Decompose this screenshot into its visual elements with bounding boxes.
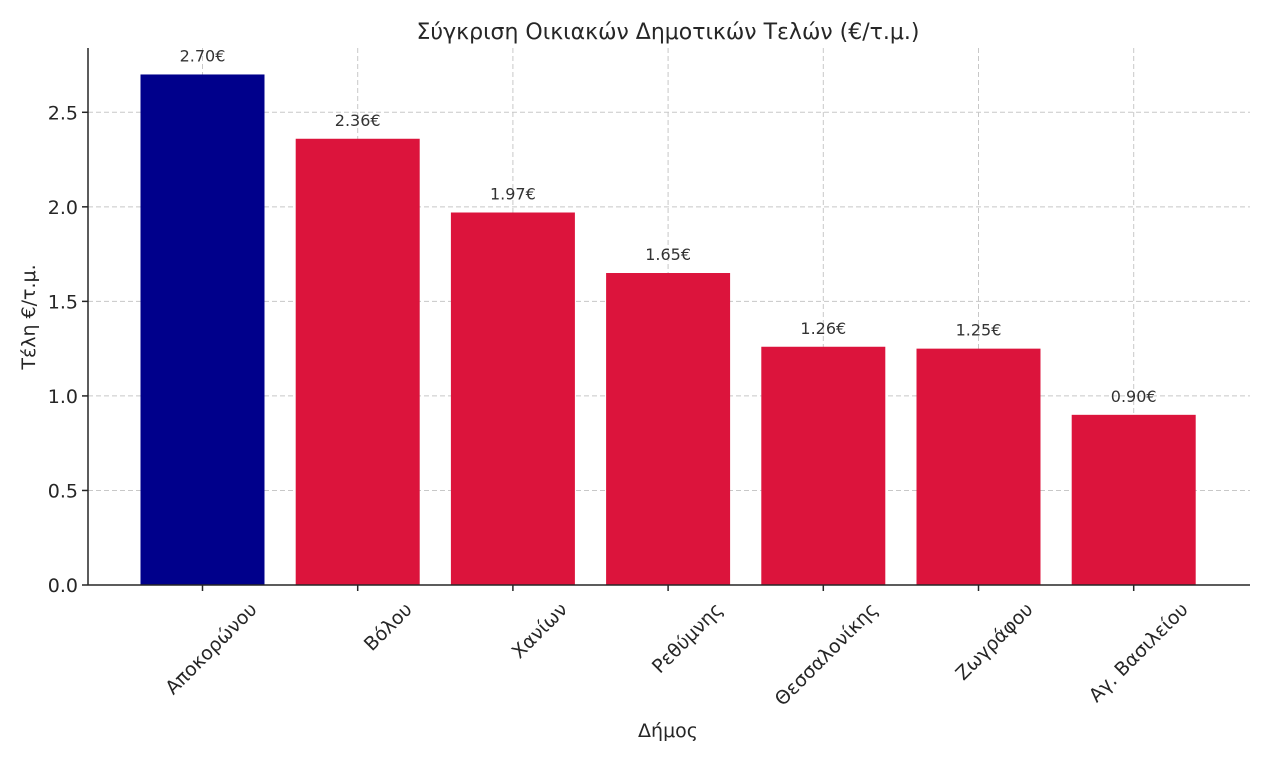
bar-value-label: 0.90€: [1111, 387, 1157, 406]
bar-value-label: 1.25€: [956, 321, 1002, 340]
x-tick-label: Αποκορώνου: [161, 599, 261, 699]
chart-title: Σύγκριση Οικιακών Δημοτικών Τελών (€/τ.μ…: [417, 20, 920, 45]
bar: [916, 348, 1041, 585]
x-tick-layer: Αποκορώνου Βόλου Χανίων Ρεθύμνης Θεσσαλονίκη…: [161, 585, 1193, 710]
bar-value-label: 1.26€: [800, 319, 846, 338]
x-tick-label: Ρεθύμνης: [648, 599, 727, 678]
y-tick-label: 2.0: [48, 197, 78, 219]
x-axis-label: Δήμος: [638, 720, 698, 742]
x-tick-label: Θεσσαλονίκης: [771, 599, 883, 711]
x-tick-label: Βόλου: [360, 599, 417, 656]
y-tick-label: 2.5: [48, 102, 78, 124]
bar: [761, 346, 886, 585]
y-tick-label: 0.5: [48, 480, 78, 502]
y-tick-layer: 0.0 0.5 1.0 1.5 2.0 2.5: [48, 102, 88, 597]
x-tick-label: Ζωγράφου: [951, 599, 1037, 685]
bar: [1071, 414, 1196, 585]
y-tick-label: 0.0: [48, 575, 78, 597]
y-tick-label: 1.5: [48, 291, 78, 313]
y-tick-label: 1.0: [48, 386, 78, 408]
bar: [295, 138, 420, 585]
bar: [450, 212, 575, 585]
x-tick-label: Χανίων: [508, 599, 572, 663]
data-label-layer: 2.70€ 2.36€ 1.97€ 1.65€ 1.26€ 1.25€ 0.90€: [180, 46, 1157, 405]
bar-value-label: 1.65€: [645, 245, 691, 264]
bar-value-label: 2.70€: [180, 46, 226, 65]
bar-value-label: 2.36€: [335, 111, 381, 130]
x-tick-label: Αγ. Βασιλείου: [1085, 599, 1193, 707]
bar: [606, 273, 731, 585]
bar: [140, 74, 265, 585]
bar-value-label: 1.97€: [490, 185, 536, 204]
y-axis-label: Τέλη €/τ.μ.: [18, 264, 40, 370]
bar-layer: [140, 74, 1196, 585]
